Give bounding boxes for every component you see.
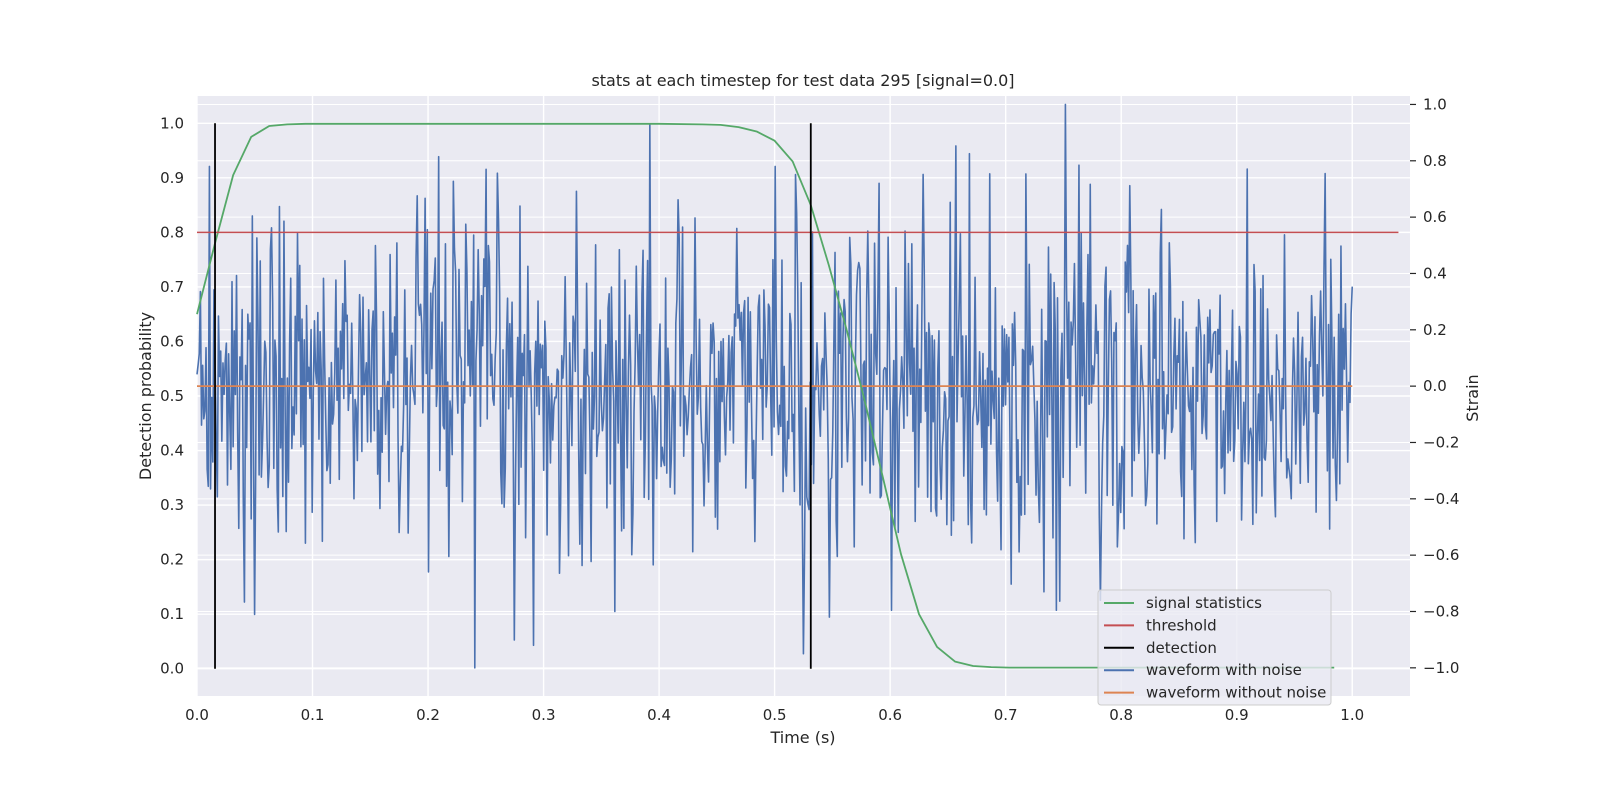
ticks: 0.0 0.1 0.2 0.3 0.4 0.5 0.6 0.7 0.8 0.9 1.0 0.0 0.1 0… — [160, 95, 1459, 724]
x-tick-label: 0.8 — [1109, 706, 1133, 724]
legend-label: signal statistics — [1146, 594, 1262, 612]
x-tick-label: 0.3 — [532, 706, 556, 724]
y-tick-label-left: 0.8 — [160, 223, 184, 241]
y-tick-label-left: 0.9 — [160, 169, 184, 187]
series-signal-statistics — [196, 122, 1335, 669]
legend-box — [1097, 589, 1332, 706]
x-tick-label: 0.0 — [185, 706, 209, 724]
legend-label: waveform with noise — [1146, 661, 1302, 679]
y-tick-label-left: 0.4 — [160, 442, 184, 460]
x-tick-label: 0.1 — [301, 706, 325, 724]
x-tick-label: 1.0 — [1340, 706, 1364, 724]
legend: signal statistics threshold detection wavef… — [1097, 589, 1332, 706]
y-tick-label-right: 1.0 — [1423, 95, 1447, 113]
series-waveform-with-noise — [196, 103, 1354, 669]
y-tick-label-right: 0.6 — [1423, 208, 1447, 226]
y-tick-label-right: −0.2 — [1423, 433, 1459, 451]
x-tick-label: 0.2 — [416, 706, 440, 724]
y-tick-label-left: 1.0 — [160, 114, 184, 132]
y-tick-label-right: 0.8 — [1423, 152, 1447, 170]
y-tick-label-right: −0.6 — [1423, 546, 1459, 564]
x-tick-label: 0.4 — [647, 706, 671, 724]
legend-label: waveform without noise — [1146, 684, 1326, 702]
y-tick-label-left: 0.5 — [160, 387, 184, 405]
y-tick-label-left: 0.1 — [160, 605, 184, 623]
y-axis-title-left: Detection probability — [136, 312, 155, 480]
series-layer — [196, 103, 1399, 669]
y-tick-label-right: 0.0 — [1423, 377, 1447, 395]
y-tick-label-left: 0.7 — [160, 278, 184, 296]
y-tick-label-right: −0.8 — [1423, 602, 1459, 620]
x-tick-label: 0.6 — [878, 706, 902, 724]
y-tick-label-right: −0.4 — [1423, 490, 1459, 508]
y-tick-label-left: 0.0 — [160, 660, 184, 678]
y-axis-title-right: Strain — [1463, 374, 1482, 421]
y-tick-label-left: 0.6 — [160, 332, 184, 350]
x-axis-title: Time (s) — [769, 728, 835, 747]
x-tick-label: 0.7 — [994, 706, 1018, 724]
y-tick-label-right: −1.0 — [1423, 659, 1459, 677]
y-tick-label-right: 0.2 — [1423, 321, 1447, 339]
y-tick-label-right: 0.4 — [1423, 264, 1447, 282]
y-tick-label-left: 0.3 — [160, 496, 184, 514]
legend-label: detection — [1146, 639, 1217, 657]
x-tick-label: 0.5 — [763, 706, 787, 724]
chart-title: stats at each timestep for test data 295… — [591, 71, 1014, 90]
y-tick-label-left: 0.2 — [160, 551, 184, 569]
x-tick-label: 0.9 — [1225, 706, 1249, 724]
legend-label: threshold — [1146, 616, 1217, 634]
